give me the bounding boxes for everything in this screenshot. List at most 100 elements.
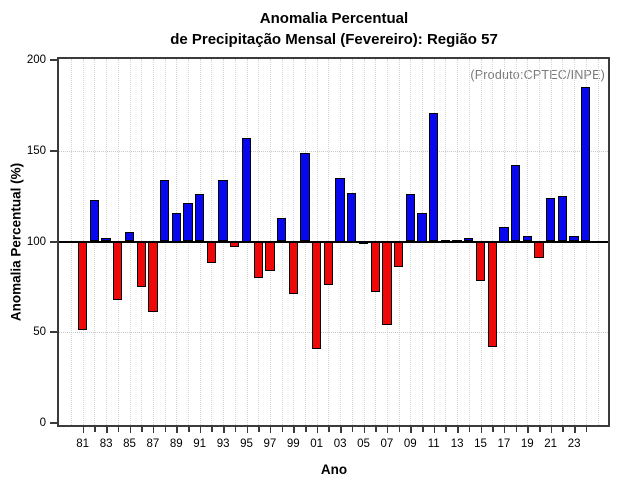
x-axis-tick [117, 427, 120, 432]
y-tick-label: 50 [33, 326, 46, 339]
x-axis-tick [94, 427, 96, 432]
x-tick-label: 91 [193, 438, 207, 450]
x-axis-tick [246, 427, 248, 433]
x-axis-title: Ano [320, 462, 348, 477]
x-axis-tick [340, 427, 342, 433]
x-axis-tick [398, 427, 401, 432]
bar-1998 [276, 217, 287, 242]
bar-1989 [171, 212, 181, 242]
y-axis-tick [50, 240, 57, 243]
x-axis-tick [305, 427, 307, 432]
bar-2009 [405, 194, 415, 242]
x-tick-label: 09 [403, 438, 417, 450]
bar-2006 [370, 241, 380, 293]
y-axis-tick [50, 149, 57, 152]
x-axis-tick [574, 427, 576, 433]
y-tick-label: 200 [26, 54, 46, 66]
x-axis-tick [503, 427, 506, 433]
x-axis-tick [539, 427, 541, 432]
x-tick-label: 07 [380, 438, 394, 450]
x-tick-label: 03 [333, 438, 347, 450]
bar-2024 [581, 87, 591, 242]
x-axis-tick [480, 427, 482, 433]
x-tick-label: 11 [427, 438, 440, 450]
chart-title-line2: de Precipitação Mensal (Fevereiro): Regi… [170, 31, 498, 48]
bar-2005 [358, 241, 369, 244]
bar-1999 [288, 241, 298, 295]
bar-2021 [546, 197, 556, 242]
bar-2008 [393, 241, 404, 267]
bar-2010 [417, 212, 427, 242]
chart-title: Anomalia Percentual de Precipitação Mens… [170, 8, 498, 50]
x-axis-tick [316, 427, 319, 433]
bar-1983 [101, 237, 111, 242]
x-tick-label: 83 [99, 438, 113, 450]
x-axis-tick [468, 427, 471, 432]
x-axis-tick [223, 427, 225, 433]
chart-title-line1: Anomalia Percentual [259, 10, 409, 27]
y-axis-tick [50, 422, 57, 424]
bar-1990 [183, 203, 193, 242]
y-axis-tick [50, 59, 57, 61]
x-tick-label: 99 [286, 438, 300, 450]
x-axis-tick [375, 427, 377, 432]
x-tick-label: 17 [497, 438, 511, 450]
bar-1988 [159, 179, 170, 242]
x-tick-label: 13 [450, 438, 464, 450]
x-axis-tick [410, 427, 412, 433]
bar-2012 [440, 239, 451, 242]
bar-2000 [300, 152, 310, 242]
bar-1981 [78, 241, 88, 331]
bar-2023 [569, 236, 579, 242]
x-tick-label: 01 [310, 438, 324, 450]
source-annotation: (Produto:CPTEC/INPE) [470, 68, 605, 82]
bar-2017 [499, 227, 509, 242]
x-tick-label: 95 [240, 438, 253, 450]
bar-2001 [312, 241, 322, 349]
x-tick-label: 15 [474, 438, 487, 450]
bar-2022 [557, 196, 568, 242]
x-tick-label: 19 [520, 438, 534, 450]
x-axis-tick [141, 427, 143, 432]
bar-1992 [206, 241, 217, 264]
bar-2013 [452, 239, 462, 242]
x-axis-tick [527, 427, 529, 433]
bar-2016 [487, 241, 497, 347]
x-axis-tick [281, 427, 284, 432]
baseline-100 [59, 241, 608, 243]
x-axis-tick [457, 427, 459, 433]
x-tick-label: 93 [216, 438, 230, 450]
x-axis-tick [234, 427, 237, 432]
bar-1995 [241, 138, 252, 242]
plot-area: (Produto:CPTEC/INPE) [57, 57, 610, 427]
x-axis-tick [129, 427, 131, 433]
bar-1993 [218, 179, 228, 242]
bar-2018 [510, 165, 521, 242]
bar-2011 [429, 112, 439, 242]
bar-1996 [253, 241, 263, 278]
bar-1994 [230, 241, 240, 247]
bar-1985 [124, 232, 135, 242]
x-axis-tick [585, 427, 588, 432]
x-tick-label: 97 [263, 438, 277, 450]
x-tick-label: 21 [544, 438, 558, 450]
bar-2014 [464, 237, 474, 242]
bar-2004 [347, 192, 357, 242]
x-axis-tick [445, 427, 447, 432]
x-axis-tick [351, 427, 354, 432]
horizontal-gridline [59, 150, 608, 152]
x-tick-label: 23 [567, 438, 581, 450]
x-axis-tick [152, 427, 155, 433]
x-axis-tick [386, 427, 389, 433]
bar-2007 [382, 241, 392, 325]
x-axis-tick [199, 427, 202, 433]
horizontal-gridline [59, 332, 608, 334]
x-axis-tick [106, 427, 108, 433]
bar-1991 [195, 194, 205, 242]
bar-1987 [148, 241, 158, 313]
x-axis-tick [363, 427, 365, 433]
x-axis-tick [562, 427, 564, 432]
x-tick-label: 89 [169, 438, 183, 450]
x-axis-tick [188, 427, 190, 432]
